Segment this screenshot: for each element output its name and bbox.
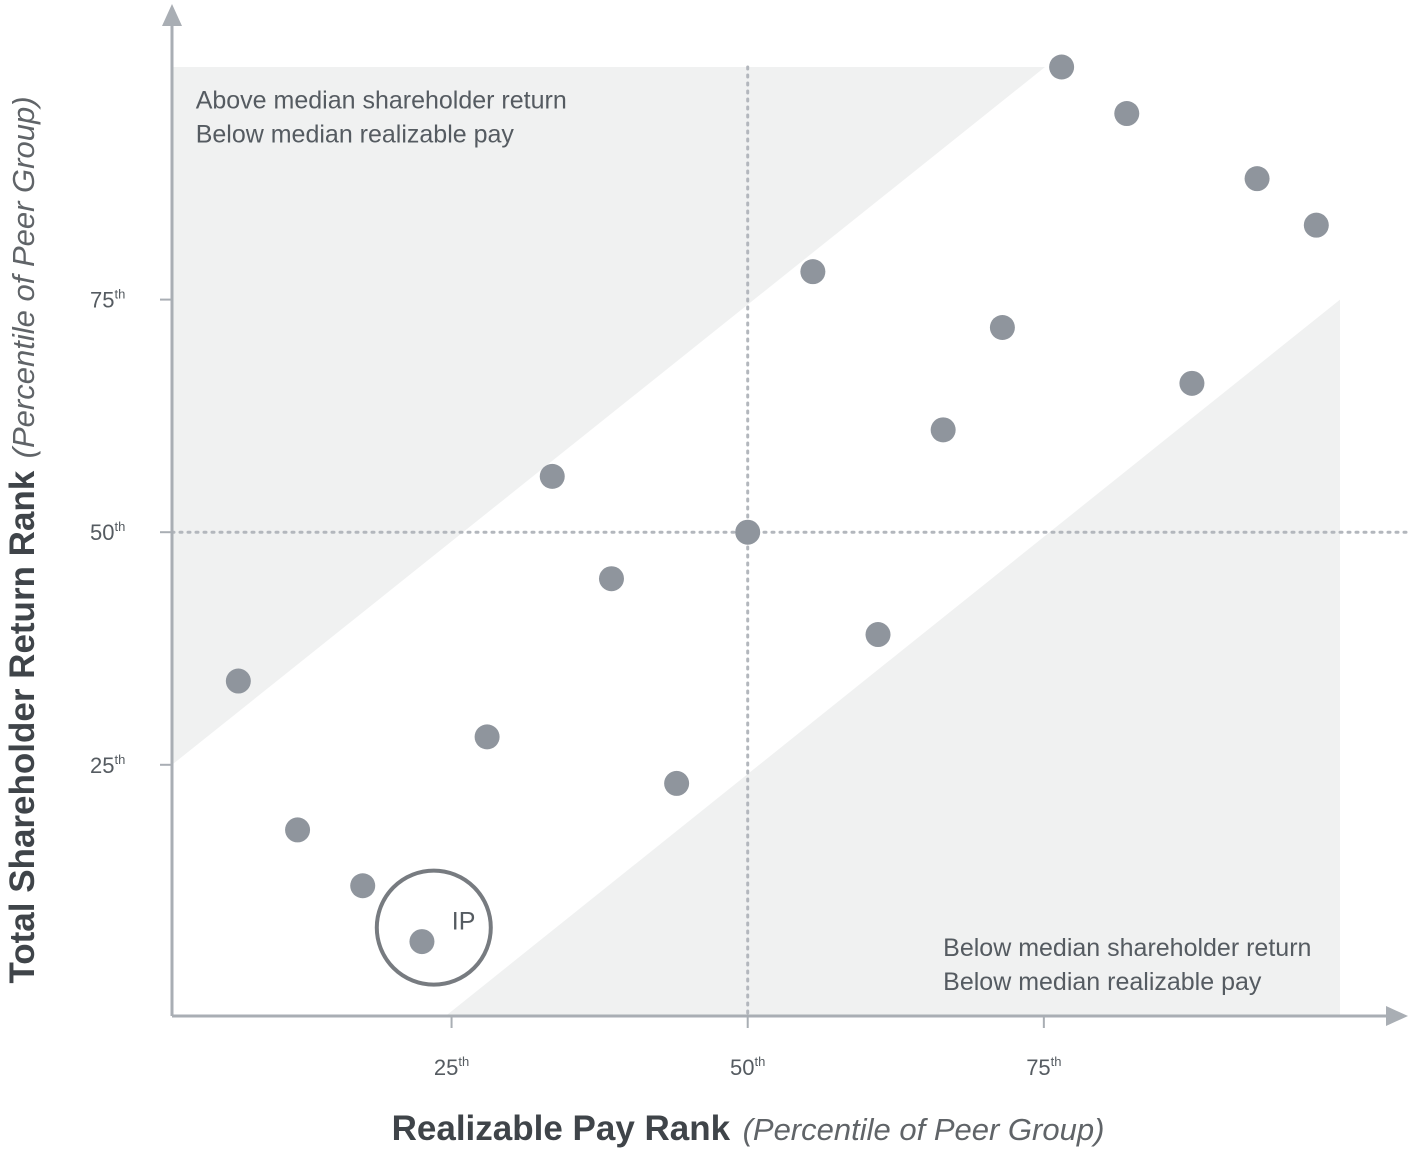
x-tick-suffix: th — [458, 1054, 469, 1069]
data-point — [1179, 370, 1205, 396]
data-point — [989, 315, 1015, 341]
x-tick-label: 25th — [434, 1054, 469, 1080]
highlight-circle — [374, 868, 493, 987]
lower-right-note-line: Below median realizable pay — [943, 968, 1262, 996]
highlight-label: IP — [452, 908, 476, 936]
highlight: IP — [374, 868, 493, 987]
y-tick-label: 50th — [90, 519, 125, 545]
data-point — [1244, 166, 1270, 192]
x-tick-value: 75 — [1026, 1055, 1050, 1080]
annotations: Above median shareholder return Below med… — [196, 87, 1312, 997]
shaded-region-lower-right — [445, 299, 1340, 1016]
shaded-region-upper-left — [172, 67, 1046, 765]
upper-left-note: Above median shareholder return Below med… — [196, 87, 567, 149]
y-tick-suffix: th — [114, 519, 125, 534]
y-tick-suffix: th — [114, 287, 125, 302]
y-tick-suffix: th — [114, 752, 125, 767]
data-point — [800, 259, 826, 285]
x-axis-label-note: (Percentile of Peer Group) — [743, 1112, 1105, 1147]
upper-left-note-line: Below median realizable pay — [196, 121, 515, 149]
y-axis-label-note: (Percentile of Peer Group) — [6, 96, 41, 458]
x-tick-suffix: th — [755, 1054, 766, 1069]
x-axis-arrow — [1386, 1006, 1408, 1026]
upper-left-note-line: Above median shareholder return — [196, 87, 567, 115]
y-tick-label: 25th — [90, 752, 125, 778]
data-point — [598, 566, 624, 592]
y-tick-value: 75 — [90, 288, 114, 313]
data-point — [1049, 54, 1075, 80]
lower-right-note-line: Below median shareholder return — [943, 934, 1311, 962]
data-point — [1303, 212, 1329, 238]
data-point — [865, 622, 891, 648]
data-point — [409, 929, 435, 955]
data-point — [664, 770, 690, 796]
x-tick-suffix: th — [1051, 1054, 1062, 1069]
data-points — [225, 54, 1329, 955]
axes — [162, 4, 1408, 1026]
y-tick-value: 25 — [90, 753, 114, 778]
x-tick-value: 50 — [730, 1055, 754, 1080]
x-axis-title: Realizable Pay Rank (Percentile of Peer … — [392, 1109, 1105, 1148]
x-tick-label: 50th — [730, 1054, 765, 1080]
y-axis-label: Total Shareholder Return Rank — [3, 470, 42, 983]
y-tick-value: 50 — [90, 520, 114, 545]
shaded-regions — [172, 67, 1340, 1016]
data-point — [474, 724, 500, 750]
x-axis-label: Realizable Pay Rank — [392, 1109, 731, 1148]
data-point — [1114, 101, 1140, 127]
x-tick-value: 25 — [434, 1055, 458, 1080]
data-point — [930, 417, 956, 443]
data-point — [350, 873, 376, 899]
data-point — [285, 817, 311, 843]
x-tick-label: 75th — [1026, 1054, 1061, 1080]
y-tick-label: 75th — [90, 287, 125, 313]
data-point — [735, 519, 761, 545]
lower-right-note: Below median shareholder return Below med… — [943, 934, 1311, 996]
data-point — [539, 463, 565, 489]
y-axis-arrow — [162, 4, 182, 26]
data-point — [225, 668, 251, 694]
y-axis-title: Total Shareholder Return Rank (Percentil… — [3, 96, 42, 983]
